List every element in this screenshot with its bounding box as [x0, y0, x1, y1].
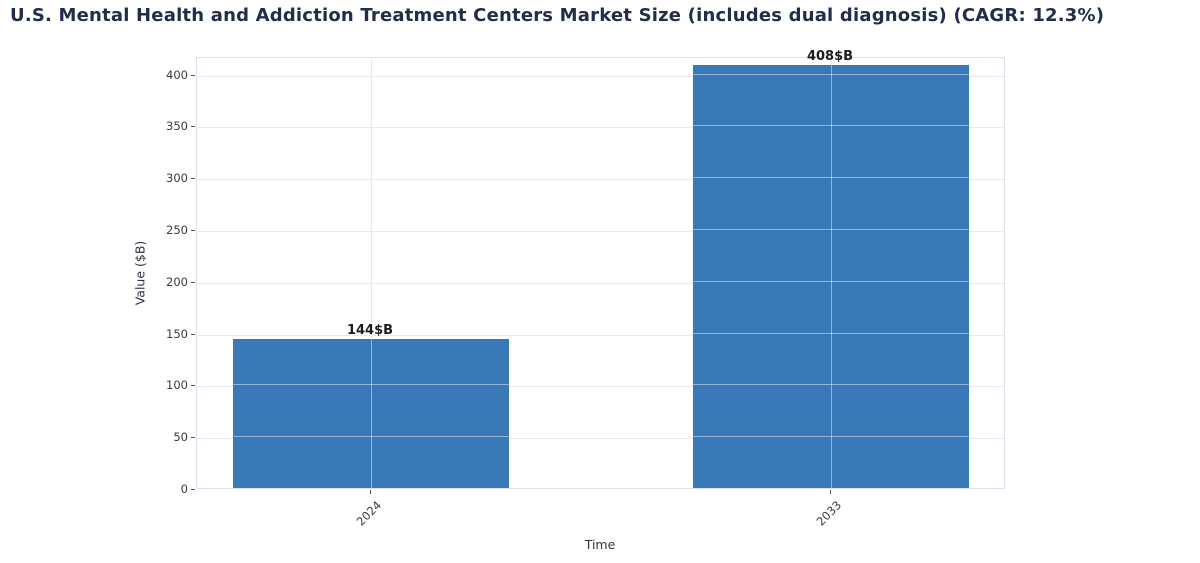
gridline-y-250 — [197, 231, 1004, 232]
bar-value-label-2033: 408$B — [806, 49, 854, 65]
y-tick-mark-200 — [191, 281, 195, 283]
bar-gridline-y-250 — [693, 229, 969, 230]
bar-2024 — [233, 338, 509, 488]
bar-value-label-2024: 144$B — [346, 322, 394, 338]
bar-gridline-y-100 — [693, 384, 969, 386]
y-tick-label-250: 250 — [166, 223, 188, 237]
y-tick-mark-50 — [191, 437, 195, 439]
gridline-y-350 — [197, 127, 1004, 129]
bar-2033 — [693, 65, 969, 488]
x-axis-title: Time — [584, 537, 616, 552]
bar-gridline-y-150 — [693, 332, 969, 334]
bar-gridline-y-400 — [693, 73, 969, 75]
y-tick-mark-250 — [191, 230, 195, 231]
gridline-y-100 — [197, 386, 1004, 388]
x-tick-mark-2033 — [830, 490, 831, 494]
bar-gridline-y-50 — [233, 436, 509, 438]
x-tick-label-2033: 2033 — [813, 498, 844, 529]
bar-gridline-y-100 — [233, 384, 509, 386]
gridline-y-400 — [197, 75, 1004, 77]
y-axis-title: Value ($B) — [132, 240, 148, 306]
y-tick-mark-300 — [191, 178, 195, 180]
bar-gridline-y-200 — [693, 280, 969, 282]
y-tick-label-50: 50 — [173, 430, 188, 445]
y-tick-mark-350 — [191, 126, 195, 128]
x-tick-mark-2024 — [370, 490, 371, 494]
gridline-x-2024 — [371, 58, 372, 488]
x-tick-label-2024: 2024 — [353, 498, 384, 529]
gridline-y-200 — [197, 282, 1004, 284]
bar-gridline-y-350 — [693, 125, 969, 127]
y-tick-mark-0 — [191, 489, 195, 490]
gridline-y-300 — [197, 179, 1004, 181]
y-tick-label-200: 200 — [166, 274, 188, 289]
bar-gridline-y-50 — [693, 436, 969, 438]
plot-area — [196, 57, 1005, 489]
y-tick-label-0: 0 — [180, 482, 188, 496]
y-tick-label-100: 100 — [166, 378, 188, 393]
gridline-y-50 — [197, 438, 1004, 440]
y-tick-mark-400 — [191, 74, 195, 76]
y-tick-mark-100 — [191, 385, 195, 387]
bar-gridline-y-300 — [693, 177, 969, 179]
y-tick-label-300: 300 — [166, 171, 188, 186]
y-tick-label-400: 400 — [166, 67, 188, 82]
chart-title: U.S. Mental Health and Addiction Treatme… — [10, 5, 1105, 26]
y-tick-mark-150 — [191, 333, 195, 335]
y-tick-label-350: 350 — [166, 119, 188, 134]
y-tick-label-150: 150 — [166, 326, 188, 341]
bar-gridline-center — [831, 65, 832, 488]
bar-gridline-center — [371, 338, 372, 488]
gridline-y-150 — [197, 334, 1004, 336]
